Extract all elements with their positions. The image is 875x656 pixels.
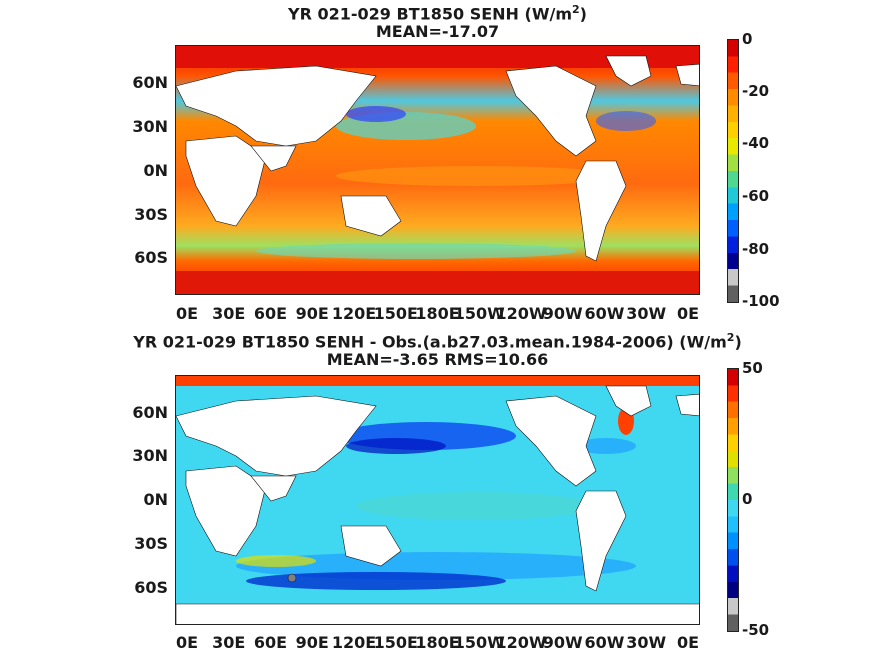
lon-tick-label: 60E <box>253 304 288 323</box>
panel1-colorbar <box>727 39 739 303</box>
lon-tick-label: 150W <box>453 633 505 652</box>
panel1-land-masses <box>176 55 699 262</box>
lon-tick-label: 150E <box>373 304 418 323</box>
panel2-title-line2: MEAN=-3.65 RMS=10.66 <box>326 350 549 369</box>
lon-tick-label: 30E <box>212 304 246 323</box>
panel2-sea-ice-patch <box>287 573 297 583</box>
panel2-lat-label: 60N <box>132 403 168 422</box>
panel2-map <box>175 375 700 625</box>
lon-tick-label: 150W <box>453 304 505 323</box>
lon-tick-label: 60E <box>253 633 288 652</box>
lon-tick-label: 60W <box>584 633 625 652</box>
lon-tick-label: 150E <box>373 633 418 652</box>
panel2-lat-label: 0N <box>143 490 168 509</box>
panel1-title-line2: MEAN=-17.07 <box>375 22 500 41</box>
panel1-map <box>175 45 700 295</box>
panel1-lat-label: 30N <box>132 117 168 136</box>
panel1-lat-label: 60S <box>134 248 168 267</box>
lon-tick-label: 60W <box>584 304 625 323</box>
lon-tick-label: 30W <box>626 304 667 323</box>
panel1-colorbar-tick: -60 <box>742 187 770 205</box>
lon-tick-label: 0E <box>676 304 700 323</box>
panel1-colorbar-tick: 0 <box>742 30 753 48</box>
panel2-title-line1: YR 021-029 BT1850 SENH - Obs.(a.b27.03.m… <box>133 331 742 352</box>
lon-tick-label: 120E <box>331 633 377 652</box>
lon-tick-label: 90E <box>295 304 329 323</box>
panel1-colorbar-tick: -40 <box>742 134 770 152</box>
lon-tick-label: 120W <box>495 304 547 323</box>
panel2-colorbar <box>727 368 739 632</box>
panel2-land-masses <box>176 385 699 624</box>
lon-tick-label: 90W <box>542 304 583 323</box>
lon-tick-label: 120W <box>495 633 547 652</box>
lon-tick-label: 120E <box>331 304 377 323</box>
panel1-title-line1: YR 021-029 BT1850 SENH (W/m2) <box>288 3 587 24</box>
panel1-colorbar-tick: -100 <box>742 292 780 310</box>
lon-tick-label: 30W <box>626 633 667 652</box>
lon-tick-label: 180E <box>415 304 460 323</box>
panel2-colorbar-tick: 50 <box>742 359 763 377</box>
lon-tick-label: 0E <box>175 633 199 652</box>
panel2-lat-label: 30S <box>134 534 168 553</box>
lon-tick-label: 0E <box>676 633 700 652</box>
panel2-colorbar-tick: -50 <box>742 621 770 639</box>
panel1-lat-label: 60N <box>132 73 168 92</box>
lon-tick-label: 0E <box>175 304 199 323</box>
panel1-lat-label: 0N <box>143 161 168 180</box>
panel2-lat-label: 60S <box>134 578 168 597</box>
panel2-lat-label: 30N <box>132 446 168 465</box>
lon-tick-label: 30E <box>212 633 246 652</box>
lon-tick-label: 90E <box>295 633 329 652</box>
lon-tick-label: 180E <box>415 633 460 652</box>
panel2-colorbar-tick: 0 <box>742 490 753 508</box>
panel1-colorbar-tick: -20 <box>742 82 770 100</box>
lon-tick-label: 90W <box>542 633 583 652</box>
panel1-lat-label: 30S <box>134 205 168 224</box>
panel1-colorbar-tick: -80 <box>742 240 770 258</box>
